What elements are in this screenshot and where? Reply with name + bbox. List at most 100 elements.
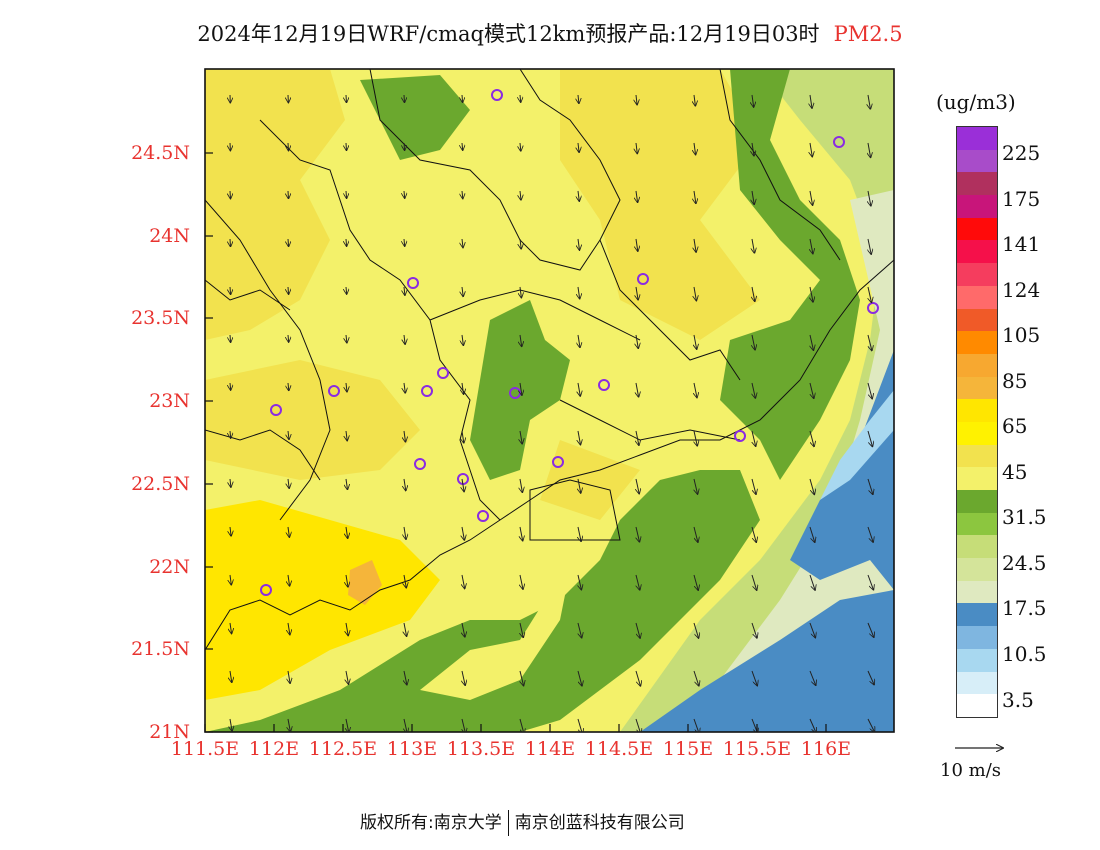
wind-arrow (635, 622, 640, 638)
colorbar-swatch (956, 626, 998, 649)
wind-arrow (867, 670, 874, 685)
wind-arrow (636, 190, 638, 203)
colorbar-swatch (956, 126, 998, 150)
copyright-org2: 南京创蓝科技有限公司 (514, 813, 685, 833)
wind-arrow (810, 94, 812, 108)
lat-tick-label: 24N (149, 225, 190, 247)
field-17-east (680, 190, 894, 732)
wind-arrow (230, 334, 231, 342)
copyright: 版权所有:南京大学 南京创蓝科技有限公司 (360, 808, 685, 836)
wind-arrow (578, 430, 581, 445)
wind-arrow (578, 286, 580, 299)
wind-arrow (809, 718, 816, 732)
wind-arrow (404, 478, 406, 491)
colorbar-swatch (956, 694, 998, 718)
wind-arrow (578, 574, 581, 590)
wind-arrow (636, 334, 638, 349)
wind-arrow (752, 190, 754, 205)
wind-arrow (694, 190, 696, 204)
field-31-south (205, 470, 760, 732)
wind-arrow (288, 142, 289, 151)
colorbar-swatch (956, 648, 998, 672)
wind-arrow (346, 670, 349, 684)
wind-arrow (867, 382, 872, 399)
wind-arrow (346, 478, 348, 490)
wind-arrow (404, 526, 406, 539)
wind-arrow (520, 430, 522, 444)
wind-arrow (752, 238, 755, 253)
colorbar-swatch (956, 195, 998, 218)
station-marker (270, 404, 282, 416)
wind-arrow (404, 190, 405, 198)
wind-arrow (636, 94, 637, 105)
wind-arrow (462, 670, 465, 685)
wind-arrow (578, 478, 581, 493)
wind-arrow (288, 478, 289, 488)
lon-tick-label: 111.5E (170, 738, 240, 760)
wind-arrow (462, 142, 463, 150)
wind-arrow (809, 526, 815, 542)
wind-arrow (809, 622, 815, 638)
wind-arrow (636, 526, 640, 542)
station-marker (598, 379, 610, 391)
colorbar-swatch (956, 444, 998, 468)
wind-arrow (519, 718, 524, 732)
wind-arrow (578, 94, 579, 104)
wind-arrow (751, 622, 757, 638)
station-marker (328, 385, 340, 397)
wind-arrow (462, 526, 464, 540)
wind-arrow (346, 94, 347, 103)
wind-arrow (404, 142, 405, 150)
wind-arrow (520, 574, 523, 589)
station-marker (421, 385, 433, 397)
station-marker (491, 89, 503, 101)
wind-arrow (867, 574, 874, 590)
axis-ticks (204, 152, 827, 733)
wind-arrow (636, 286, 638, 300)
wind-arrow (751, 574, 757, 590)
wind-arrow (288, 382, 289, 391)
lon-tick-label: 112.5E (308, 738, 378, 760)
coastline (205, 259, 894, 651)
lon-tick-label: 116E (800, 738, 852, 760)
wind-arrow (230, 286, 231, 295)
wind-arrow (230, 190, 231, 199)
wind-arrow (288, 718, 290, 732)
chart-title: 2024年12月19日WRF/cmaq模式12km预报产品:12月19日03时 P… (0, 18, 1100, 48)
field-31-band-east (720, 69, 860, 480)
lat-tick-label: 22N (149, 556, 190, 578)
wind-arrow (694, 142, 696, 155)
wind-arrow (694, 430, 697, 446)
station-marker (477, 510, 489, 522)
wind-arrow (809, 382, 814, 399)
wind-arrow (462, 478, 464, 492)
station-marker (414, 458, 426, 470)
wind-arrow (752, 94, 754, 107)
wind-arrow (404, 238, 405, 246)
wind-arrow (346, 382, 347, 392)
station-marker (734, 430, 746, 442)
colorbar-swatch (956, 172, 998, 196)
lat-tick-label: 23.5N (131, 307, 190, 329)
lon-tick-label: 113.5E (446, 738, 516, 760)
wind-arrow (693, 670, 699, 686)
wind-arrow (693, 526, 698, 542)
wind-arrow (635, 670, 641, 686)
wind-arrow (868, 142, 871, 158)
wind-arrow (867, 430, 873, 447)
wind-arrow (346, 286, 347, 294)
colorbar-swatch (956, 353, 998, 377)
station-marker (552, 456, 564, 468)
wind-arrow (752, 286, 755, 302)
wind-arrow (462, 334, 463, 346)
wind-arrow (462, 718, 466, 732)
wind-arrow (694, 382, 697, 398)
wind-arrow (346, 190, 347, 198)
colorbar-label: 31.5 (1002, 505, 1047, 529)
colorbar-swatch (956, 467, 998, 490)
wind-arrow (694, 478, 698, 494)
wind-arrow (462, 430, 464, 443)
wind-arrow (867, 526, 873, 542)
wind-arrow (520, 334, 522, 347)
wind-arrow (288, 286, 289, 294)
